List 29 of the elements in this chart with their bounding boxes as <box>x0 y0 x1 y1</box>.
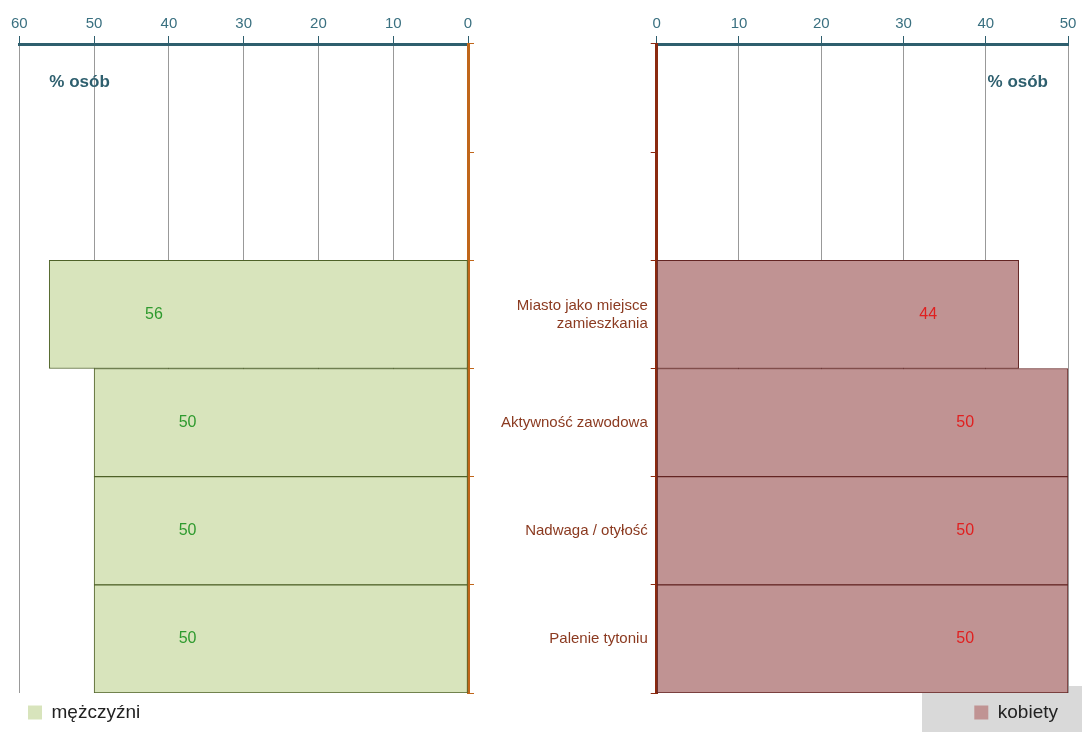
y-tick-label: Nadwaga / otyłość <box>525 520 649 538</box>
x-tick-label: 50 <box>1059 14 1077 32</box>
legend-label: kobiety <box>997 700 1059 722</box>
legend-label: mężczyźni <box>51 700 141 722</box>
x-tick-label: 30 <box>235 14 253 32</box>
data-label: 50 <box>178 629 197 647</box>
x-tick-label: 50 <box>85 14 103 32</box>
y-tick-label: Palenie tytoniu <box>549 629 648 647</box>
data-label: 50 <box>956 629 975 647</box>
y-tick-label: Aktywność zawodowa <box>501 412 649 430</box>
x-tick-label: 0 <box>652 14 661 32</box>
x-tick-label: 60 <box>11 14 28 32</box>
data-label: 50 <box>956 521 975 539</box>
x-tick-label: 0 <box>463 14 473 32</box>
x-tick-label: 10 <box>730 14 748 32</box>
x-axis-title: % osób <box>49 71 110 91</box>
x-tick-label: 30 <box>895 14 912 32</box>
data-label: 50 <box>956 412 975 430</box>
data-label: 44 <box>919 304 938 322</box>
x-axis-title: % osób <box>987 71 1048 91</box>
x-tick-label: 40 <box>160 14 178 32</box>
data-label: 50 <box>178 412 197 430</box>
x-tick-label: 20 <box>310 14 327 32</box>
y-tick-label: Miasto jako miejsce zamieszkania <box>516 295 649 331</box>
x-tick-label: 40 <box>977 14 995 32</box>
x-tick-label: 20 <box>812 14 830 32</box>
data-label: 56 <box>145 304 163 322</box>
data-label: 50 <box>178 521 197 539</box>
x-tick-label: 10 <box>384 14 402 32</box>
